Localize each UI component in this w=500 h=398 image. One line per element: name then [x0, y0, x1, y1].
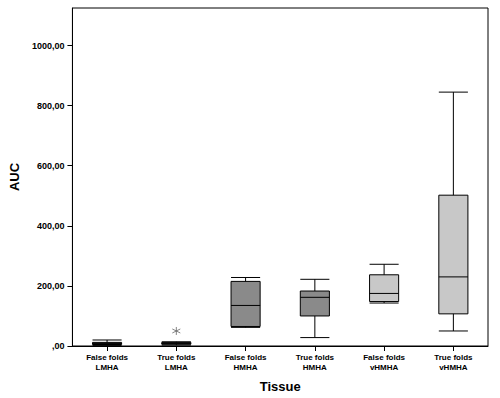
svg-text:True folds: True folds	[434, 353, 473, 362]
svg-text:False folds: False folds	[363, 353, 405, 362]
svg-text:800,00: 800,00	[37, 101, 65, 111]
svg-text:600,00: 600,00	[37, 161, 65, 171]
svg-text:LMHA: LMHA	[96, 363, 119, 372]
svg-text:HMHA: HMHA	[234, 363, 258, 372]
svg-text:400,00: 400,00	[37, 221, 65, 231]
svg-text:LMHA: LMHA	[165, 363, 188, 372]
svg-text:Tissue: Tissue	[260, 379, 301, 394]
svg-text:vHMHA: vHMHA	[439, 363, 468, 372]
svg-text:HMHA: HMHA	[303, 363, 327, 372]
svg-text:200,00: 200,00	[37, 281, 65, 291]
svg-text:True folds: True folds	[296, 353, 335, 362]
svg-text:False folds: False folds	[225, 353, 267, 362]
svg-text:1000,00: 1000,00	[32, 41, 65, 51]
svg-text:AUC: AUC	[7, 162, 22, 191]
svg-text:True folds: True folds	[157, 353, 196, 362]
svg-text:False folds: False folds	[86, 353, 128, 362]
svg-text:vHMHA: vHMHA	[370, 363, 399, 372]
svg-text:,00: ,00	[52, 341, 65, 351]
